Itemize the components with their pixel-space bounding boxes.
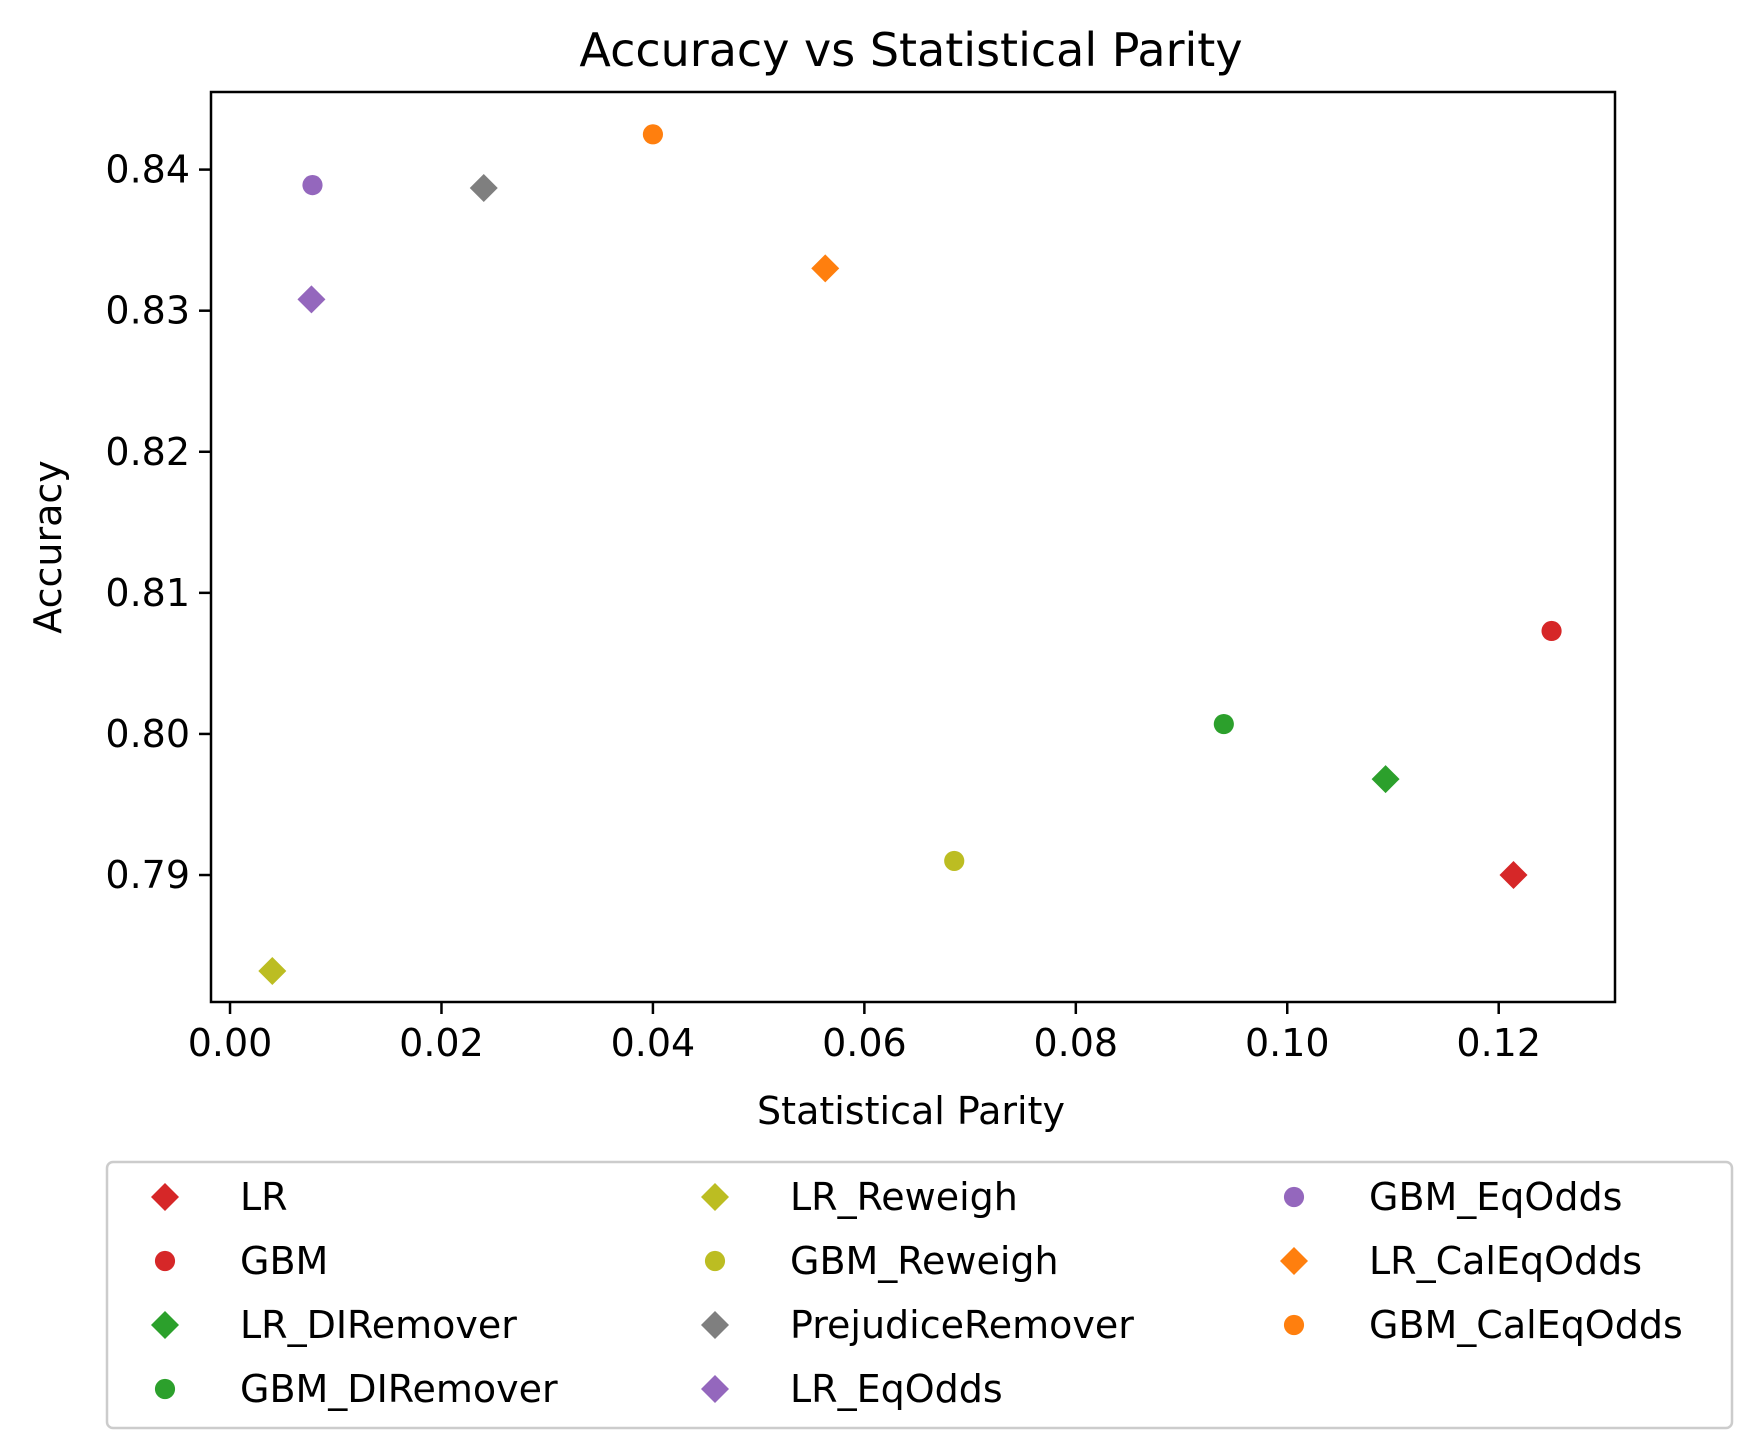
y-tick-label: 0.81: [105, 571, 190, 615]
x-tick-label: 0.06: [822, 1021, 907, 1065]
y-tick-label: 0.84: [105, 148, 190, 192]
y-tick-label: 0.80: [105, 712, 190, 756]
x-axis-label: Statistical Parity: [757, 1089, 1065, 1133]
x-axis-ticks: 0.00 0.02 0.04 0.06 0.08 0.10 0.12: [188, 1002, 1541, 1065]
x-tick-label: 0.10: [1245, 1021, 1330, 1065]
point-lr-reweigh: [258, 956, 287, 985]
legend-label: LR_DIRemover: [240, 1303, 517, 1347]
y-tick-label: 0.79: [105, 853, 190, 897]
y-tick-label: 0.83: [105, 289, 190, 333]
point-lr-diremover: [1371, 765, 1400, 794]
legend-marker-lr: [151, 1183, 179, 1211]
data-points: [258, 124, 1562, 985]
legend: LR GBM LR_DIRemover GBM_DIRemover LR_Reweigh…: [151, 1175, 1683, 1411]
legend-marker-lr-diremover: [151, 1311, 179, 1339]
point-gbm-caleqodds: [642, 124, 664, 145]
legend-label: LR_EqOdds: [790, 1367, 1003, 1411]
legend-marker-gbm-diremover: [154, 1378, 176, 1400]
y-axis-ticks: 0.79 0.80 0.81 0.82 0.83 0.84: [105, 148, 211, 897]
y-tick-label: 0.82: [105, 430, 190, 474]
legend-marker-gbm-eqodds: [1283, 1186, 1305, 1208]
legend-label: GBM_DIRemover: [240, 1367, 558, 1411]
legend-marker-lr-eqodds: [701, 1375, 729, 1403]
x-tick-label: 0.04: [611, 1021, 696, 1065]
chart-title: Accuracy vs Statistical Parity: [579, 23, 1242, 77]
legend-label: GBM_CalEqOdds: [1369, 1303, 1683, 1347]
x-tick-label: 0.00: [188, 1021, 273, 1065]
y-axis-label: Accuracy: [26, 460, 70, 634]
legend-marker-lr-reweigh: [701, 1183, 729, 1211]
point-gbm-reweigh: [944, 850, 965, 871]
point-lr-caleqodds: [811, 254, 840, 283]
legend-label: LR_CalEqOdds: [1369, 1239, 1642, 1283]
point-gbm-diremover: [1213, 713, 1234, 735]
x-tick-label: 0.08: [1034, 1021, 1119, 1065]
legend-label: GBM: [240, 1239, 328, 1283]
legend-marker-gbm-reweigh: [704, 1250, 726, 1272]
legend-marker-lr-caleqodds: [1280, 1247, 1308, 1275]
point-gbm-eqodds: [302, 175, 323, 196]
legend-marker-prejudiceremover: [701, 1311, 729, 1339]
point-lr: [1499, 861, 1528, 890]
legend-box: [105, 1160, 1734, 1430]
legend-marker-gbm-caleqodds: [1283, 1314, 1305, 1336]
plot-area: [209, 90, 1617, 1004]
legend-label: GBM_Reweigh: [790, 1239, 1059, 1283]
x-tick-label: 0.12: [1456, 1021, 1541, 1065]
legend-label: PrejudiceRemover: [790, 1303, 1134, 1347]
legend-label: LR_Reweigh: [790, 1175, 1018, 1219]
point-gbm: [1541, 620, 1562, 642]
x-tick-label: 0.02: [399, 1021, 484, 1065]
legend-label: LR: [240, 1175, 288, 1219]
legend-label: GBM_EqOdds: [1369, 1175, 1622, 1219]
point-prejudiceremover: [469, 173, 498, 202]
legend-marker-gbm: [154, 1250, 176, 1272]
point-lr-eqodds: [297, 285, 326, 314]
